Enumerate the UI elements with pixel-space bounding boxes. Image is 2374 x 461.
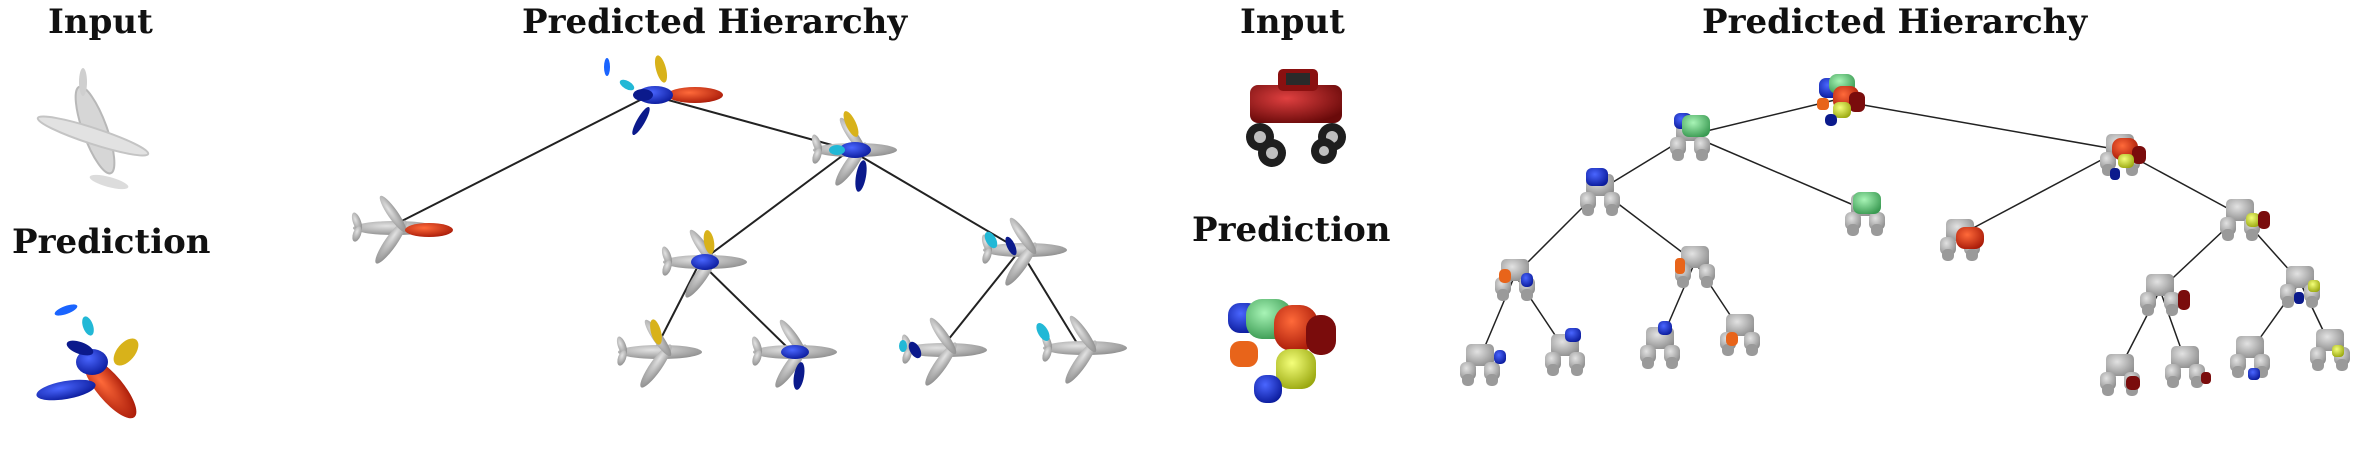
input-heading-left: Input [48,2,153,42]
truck-node-l2-b [1845,192,1885,236]
hierarchy-node-root-left [604,55,723,135]
input-truck-render [1246,69,1346,167]
input-heading-right: Input [1240,2,1345,42]
truck-node-l2-a [1580,168,1620,216]
prediction-truck-primitives [1228,299,1336,403]
hierarchy-node-l3-right [979,215,1067,289]
truck-leaf-4 [1720,314,1760,356]
hierarchy-leaf-cyan [1036,313,1127,387]
truck-leaf-6 [2165,346,2211,388]
truck-leaf-7 [2230,336,2270,380]
truck-node-l1-left [1670,113,1710,161]
truck-node-l2-d [2220,199,2270,241]
truck-node-root [1817,74,1865,126]
truck-leaf-3 [1640,321,1680,369]
hierarchy-leaf-blue [749,317,837,391]
hierarchy-leaf-yellow [614,317,702,391]
truck-node-l2-c [1940,219,1984,261]
truck-leaf-1 [1460,344,1506,386]
truck-node-l3-d [2280,266,2320,308]
truck-node-l3-b [1675,246,1715,288]
input-airplane-render [36,68,150,190]
truck-node-l3-a [1495,259,1535,301]
hierarchy-node-l3-left [659,227,747,301]
prediction-heading-right: Prediction [1192,210,1391,250]
hierarchy-edges-left [387,94,1081,351]
truck-leaf-8 [2310,329,2350,371]
hierarchy-leaf-darkblue [899,315,987,389]
hierarchy-node-fuselage [349,193,453,267]
truck-node-l1-right [2100,134,2146,180]
hierarchy-node-l2 [809,111,897,192]
hierarchy-heading-right: Predicted Hierarchy [1702,2,2088,42]
hierarchy-edges-right [1479,99,2331,369]
prediction-heading-left: Prediction [12,222,211,262]
hierarchy-heading-left: Predicted Hierarchy [522,2,908,42]
prediction-airplane-primitives [36,304,139,419]
truck-leaf-5 [2100,354,2140,396]
truck-node-l3-c [2140,274,2190,316]
truck-leaf-2 [1545,328,1585,376]
